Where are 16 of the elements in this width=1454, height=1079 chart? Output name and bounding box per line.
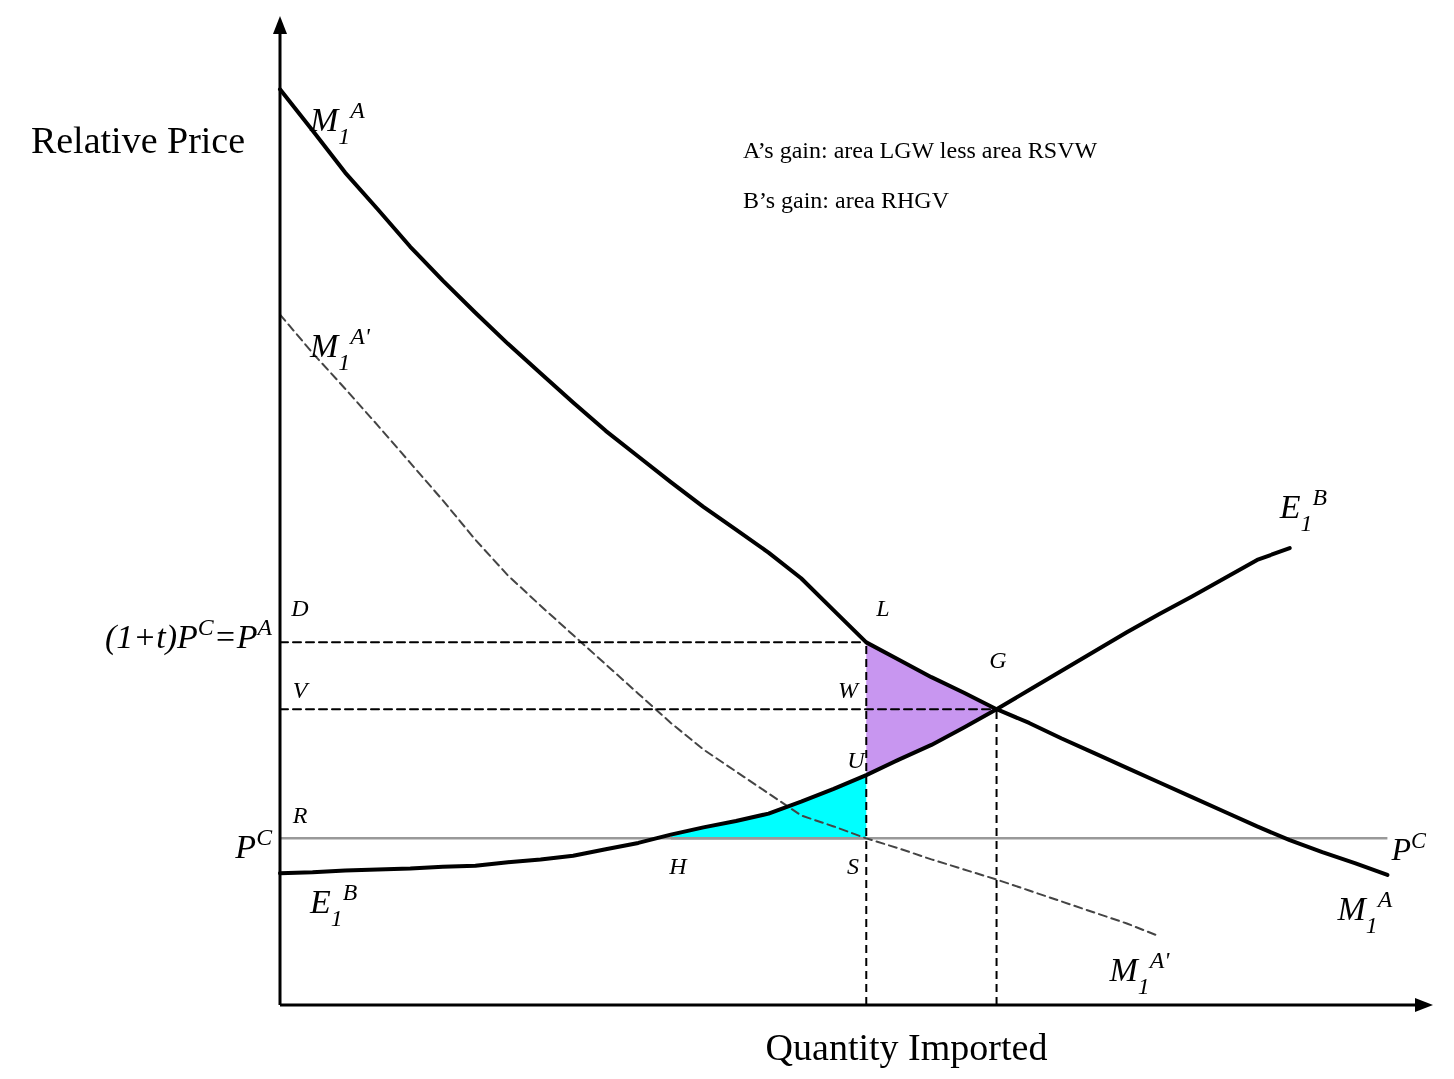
annotation: L bbox=[875, 595, 890, 621]
annotation: G bbox=[989, 647, 1007, 673]
annotation: D bbox=[290, 595, 309, 621]
annotation: B’s gain: area RHGV bbox=[743, 187, 950, 213]
annotation: V bbox=[292, 677, 310, 703]
text: P$^{C}$ bbox=[235, 824, 272, 866]
text: (1+t)P$^{C}$=P$^{A}$ bbox=[105, 614, 273, 656]
annotation: W bbox=[838, 677, 860, 703]
annotation: R bbox=[291, 802, 308, 828]
y-axis-title: Relative Price bbox=[30, 119, 246, 161]
x-axis-title: Quantity Imported bbox=[765, 1026, 1048, 1068]
annotation: U bbox=[847, 747, 867, 773]
ref-line-label: P$^{C}$ bbox=[1390, 827, 1427, 868]
annotation: H bbox=[668, 853, 689, 879]
annotation: S bbox=[847, 853, 859, 879]
annotation: A’s gain: area LGW less area RSVW bbox=[743, 137, 1098, 163]
